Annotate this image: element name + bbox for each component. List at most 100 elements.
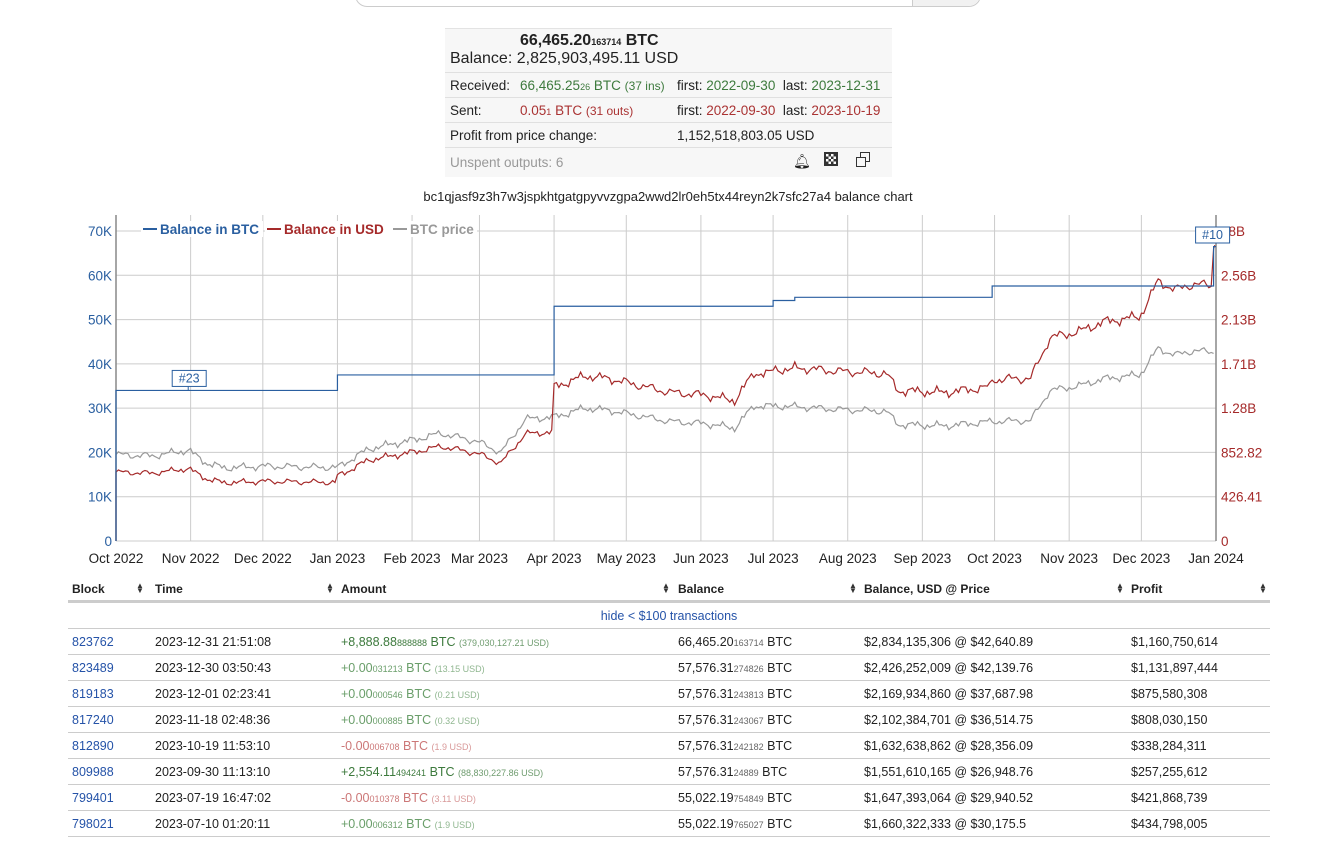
sort-icon[interactable]: ▲ ▼ (1116, 580, 1124, 595)
block-link[interactable]: 823762 (72, 635, 114, 649)
tx-amount: -0.00006708 BTC (1.9 USD) (341, 733, 472, 760)
block-link[interactable]: 809988 (72, 765, 114, 779)
y-left-tick-label: 60K (88, 268, 112, 283)
column-header[interactable]: Block (72, 582, 105, 596)
amount-small: 888888 (396, 638, 428, 648)
column-header[interactable]: Balance, USD @ Price (864, 582, 990, 596)
amount-small: 000885 (372, 716, 403, 726)
tx-balance: 57,576.31243067 BTC (678, 707, 792, 734)
hide-small-transactions-link[interactable]: hide < $100 transactions (68, 603, 1270, 629)
column-header[interactable]: Amount (341, 582, 387, 596)
block-link[interactable]: 819183 (72, 687, 114, 701)
column-header[interactable]: Time (155, 582, 183, 596)
balance-unit: BTC (767, 713, 793, 727)
amount-small: 494241 (396, 768, 427, 778)
amount-small: 010378 (369, 794, 400, 804)
tx-amount: +0.00006312 BTC (1.9 USD) (341, 811, 475, 838)
table-row: 809988 2023-09-30 11:13:10 +2,554.114942… (68, 759, 1270, 785)
first-label: first: (677, 77, 703, 93)
tx-time: 2023-12-31 21:51:08 (155, 635, 272, 649)
amount-usd: (3.11 USD) (431, 794, 476, 804)
balance-small: 754849 (733, 794, 764, 804)
table-row: 823762 2023-12-31 21:51:08 +8,888.888888… (68, 629, 1270, 655)
block-link[interactable]: 798021 (72, 817, 114, 831)
tx-balance-usd: $2,102,384,701 @ $36,514.75 (864, 713, 1034, 727)
btc-unit: BTC (625, 32, 659, 49)
x-tick-label: Aug 2023 (819, 551, 877, 566)
y-right-tick-label: 1.71B (1221, 357, 1256, 372)
tx-balance: 57,576.31274826 BTC (678, 655, 792, 682)
profit-label: Profit from price change: (450, 127, 598, 143)
balance-main: 55,022.19 (678, 817, 734, 831)
amount-small: 031213 (372, 664, 403, 674)
amount-unit: BTC (403, 791, 429, 805)
tx-balance: 57,576.3124889 BTC (678, 759, 787, 786)
received-first: 2022-09-30 (706, 77, 776, 93)
sent-small: 1 (546, 106, 552, 117)
balance-small: 242182 (733, 742, 764, 752)
amount-usd: (1.9 USD) (434, 820, 475, 830)
balance-usd-line (115, 244, 1216, 541)
amount-small: 006312 (372, 820, 403, 830)
tx-balance-usd: $1,551,610,165 @ $26,948.76 (864, 765, 1034, 779)
y-right-tick-label: 2.13B (1221, 313, 1256, 328)
profit-value: 1,152,518,803.05 USD (677, 127, 815, 143)
tx-profit: $338,284,311 (1131, 739, 1207, 753)
amount-main: +0.00 (341, 713, 373, 727)
block-link[interactable]: 823489 (72, 661, 114, 675)
received-last: 2023-12-31 (811, 77, 881, 93)
btc-price-line (115, 346, 1214, 472)
block-link[interactable]: 817240 (72, 713, 114, 727)
balance-unit: BTC (767, 791, 793, 805)
sort-icon[interactable]: ▲ ▼ (1259, 580, 1267, 595)
x-tick-label: Dec 2023 (1112, 551, 1170, 566)
amount-unit: BTC (429, 765, 455, 779)
table-row: 812890 2023-10-19 11:53:10 -0.00006708 B… (68, 733, 1270, 759)
annotation-flag: #23 (171, 369, 207, 391)
transactions-table: Block ▲ ▼ Time ▲ ▼ Amount ▲ ▼ Balance ▲ ▼ Balance, U… (68, 578, 1270, 837)
legend-item: BTC price (410, 222, 474, 237)
table-row: 823489 2023-12-30 03:50:43 +0.00031213 B… (68, 655, 1270, 681)
column-header[interactable]: Balance (678, 582, 725, 596)
amount-usd: (1.9 USD) (431, 742, 472, 752)
sort-icon[interactable]: ▲ ▼ (136, 580, 144, 595)
sort-icon[interactable]: ▲ ▼ (662, 580, 670, 595)
x-tick-label: Dec 2022 (234, 551, 292, 566)
amount-small: 000546 (372, 690, 403, 700)
copy-icon[interactable] (856, 152, 871, 167)
x-tick-label: Nov 2022 (162, 551, 220, 566)
tx-balance-usd: $1,660,322,333 @ $30,175.5 (864, 817, 1027, 831)
tx-time: 2023-12-01 02:23:41 (155, 687, 272, 701)
first-label: first: (677, 102, 703, 118)
balance-btc: 66,465.20 (520, 32, 592, 49)
tx-time: 2023-11-18 02:48:36 (155, 713, 271, 727)
unspent-outputs[interactable]: Unspent outputs: 6 (450, 155, 564, 170)
tx-profit: $421,868,739 (1131, 791, 1208, 805)
balance-small: 163714 (733, 638, 764, 648)
tx-balance-usd: $2,426,252,009 @ $42,139.76 (864, 661, 1034, 675)
tx-time: 2023-10-19 11:53:10 (155, 739, 271, 753)
block-link[interactable]: 812890 (72, 739, 114, 753)
tx-profit: $808,030,150 (1131, 713, 1208, 727)
sort-icon[interactable]: ▲ ▼ (849, 580, 857, 595)
amount-unit: BTC (406, 661, 432, 675)
sort-icon[interactable]: ▲ ▼ (326, 580, 334, 595)
x-tick-label: Sep 2023 (893, 551, 951, 566)
x-tick-label: Mar 2023 (451, 551, 508, 566)
bell-icon[interactable]: 🔔︎ (793, 153, 811, 169)
table-row: 817240 2023-11-18 02:48:36 +0.00000885 B… (68, 707, 1270, 733)
balance-main: 57,576.31 (678, 739, 734, 753)
balance-btc-line (115, 246, 1216, 541)
amount-usd: (379,030,127.21 USD) (458, 638, 550, 648)
tx-amount: -0.00010378 BTC (3.11 USD) (341, 785, 476, 812)
received-label: Received: (450, 77, 511, 93)
y-left-tick-label: 70K (88, 224, 112, 239)
y-right-tick-label: 426.41 (1221, 490, 1262, 505)
amount-usd: (13.15 USD) (434, 664, 485, 674)
block-link[interactable]: 799401 (72, 791, 114, 805)
tx-profit: $1,131,897,444 (1131, 661, 1218, 675)
qr-code-icon[interactable] (824, 152, 838, 166)
column-header[interactable]: Profit (1131, 582, 1163, 596)
balance-small: 243067 (733, 716, 764, 726)
search-button[interactable] (912, 0, 980, 6)
